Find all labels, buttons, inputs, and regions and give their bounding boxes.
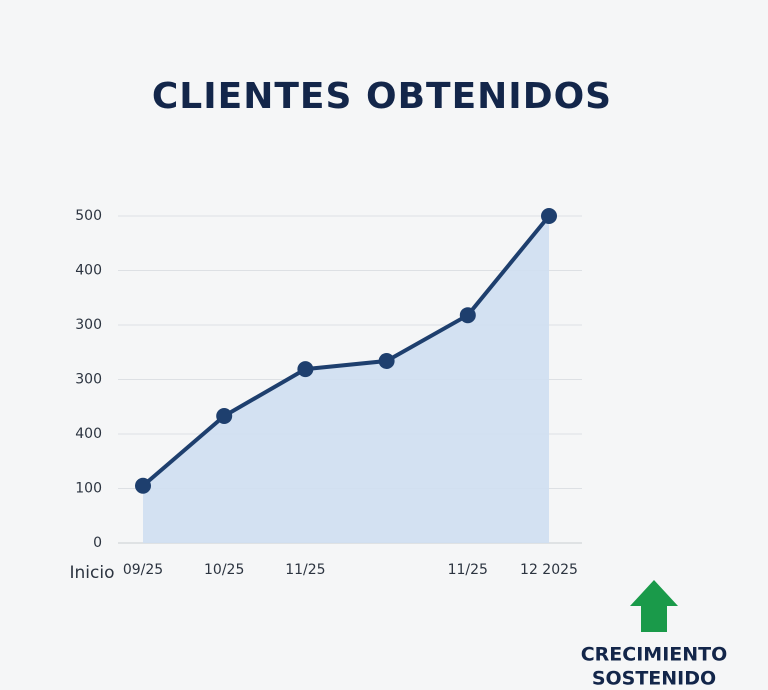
x-tick-label: 11/25: [448, 562, 488, 578]
x-tick-label: 11/25: [285, 562, 325, 578]
y-tick-label: 400: [75, 426, 102, 442]
line: [141, 214, 551, 488]
y-tick-label: 400: [75, 263, 102, 279]
y-tick-label: 500: [75, 208, 102, 224]
y-tick-label: 100: [75, 481, 102, 497]
arrow-icon: [630, 580, 678, 632]
point: [297, 361, 314, 378]
point: [135, 477, 151, 494]
area: [143, 216, 549, 543]
chart-title: CLIENTES OBTENIDOS: [152, 76, 612, 117]
x-tick-label: 09/25: [123, 562, 163, 578]
annotation: CRECIMIENTO: [581, 644, 728, 666]
y-tick-label: 300: [75, 372, 102, 388]
point: [541, 208, 557, 224]
point: [216, 408, 233, 425]
point: [378, 352, 395, 369]
x-tick-label: 12 2025: [520, 562, 578, 578]
y-tick-label: 300: [75, 317, 102, 333]
y-tick-label: 0: [93, 535, 102, 551]
annotation: SOSTENIDO: [592, 668, 716, 690]
x-axis-label: Inicio: [70, 563, 115, 583]
point: [459, 307, 476, 324]
x-tick-label: 10/25: [204, 562, 244, 578]
